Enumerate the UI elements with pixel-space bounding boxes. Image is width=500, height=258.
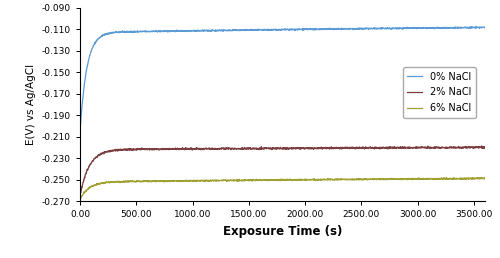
0% NaCl [263, 28, 269, 31]
X-axis label: Exposure Time (s): Exposure Time (s) [223, 225, 342, 238]
2% NaCl [396, 147, 402, 150]
0% NaCl [274, 28, 280, 31]
6% NaCl [98, 181, 103, 184]
0% NaCl [474, 25, 480, 28]
6% NaCl [482, 177, 488, 180]
6% NaCl [451, 176, 457, 179]
2% NaCl [478, 144, 484, 148]
2% NaCl [470, 146, 476, 149]
Line: 2% NaCl: 2% NaCl [80, 146, 485, 196]
Line: 6% NaCl: 6% NaCl [80, 178, 485, 199]
2% NaCl [77, 195, 83, 198]
6% NaCl [470, 177, 476, 180]
6% NaCl [274, 179, 280, 182]
2% NaCl [98, 153, 103, 156]
2% NaCl [263, 146, 269, 149]
6% NaCl [396, 178, 402, 181]
6% NaCl [263, 178, 269, 181]
2% NaCl [470, 145, 476, 148]
6% NaCl [470, 177, 476, 180]
0% NaCl [396, 27, 402, 30]
6% NaCl [77, 198, 83, 201]
0% NaCl [98, 35, 103, 38]
0% NaCl [470, 26, 476, 29]
Line: 0% NaCl: 0% NaCl [80, 27, 485, 131]
Y-axis label: E(V) vs Ag/AgCl: E(V) vs Ag/AgCl [26, 64, 36, 145]
0% NaCl [77, 130, 83, 133]
Legend: 0% NaCl, 2% NaCl, 6% NaCl: 0% NaCl, 2% NaCl, 6% NaCl [402, 67, 476, 118]
0% NaCl [470, 26, 476, 29]
0% NaCl [482, 26, 488, 29]
2% NaCl [482, 146, 488, 149]
2% NaCl [274, 147, 280, 150]
